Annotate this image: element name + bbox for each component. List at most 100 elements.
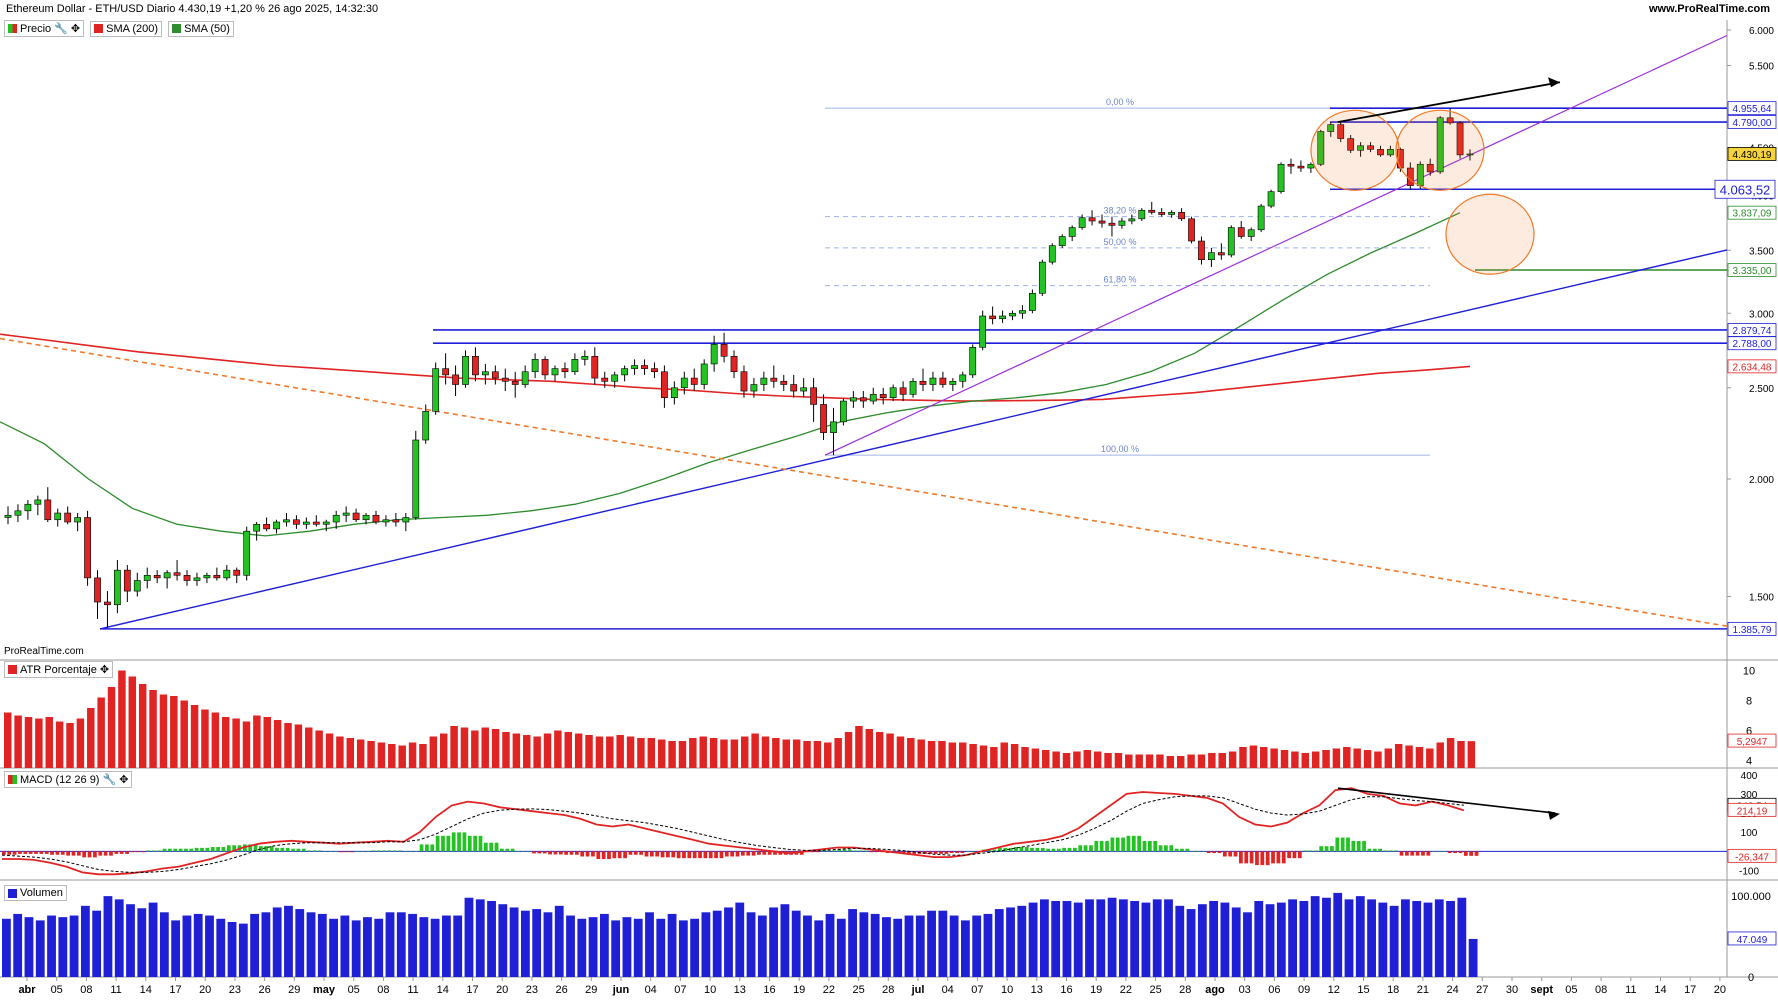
- macd-histogram-bar: [184, 848, 188, 852]
- fibonacci-label: 61,80 %: [1103, 275, 1136, 285]
- volume-bar: [1254, 900, 1264, 977]
- macd-histogram-bar: [1147, 840, 1152, 852]
- price-label-text: 4.790,00: [1733, 118, 1772, 129]
- price-tick-label: 1.500: [1749, 593, 1774, 604]
- candle-body: [253, 523, 261, 532]
- atr-bar: [1062, 753, 1071, 768]
- macd-histogram-bar: [1453, 851, 1457, 854]
- candle-body: [1237, 227, 1245, 237]
- atr-bar: [1093, 751, 1102, 768]
- candle-body: [342, 512, 350, 516]
- candle-body: [94, 577, 101, 603]
- candle-body: [114, 569, 121, 606]
- macd-histogram-bar: [34, 851, 38, 854]
- candle-body: [1217, 252, 1225, 256]
- volume-bar: [1288, 899, 1297, 977]
- candle-body: [591, 356, 599, 379]
- macd-histogram-bar: [425, 844, 429, 852]
- macd-histogram-bar: [821, 850, 826, 852]
- x-tick-label: 22: [823, 984, 835, 996]
- macd-histogram-bar: [1297, 851, 1302, 859]
- macd-histogram-bar: [724, 851, 729, 857]
- candle-body: [700, 363, 708, 385]
- move-icon[interactable]: ✥: [99, 664, 110, 676]
- atr-bar: [554, 730, 562, 768]
- candle-body: [730, 356, 738, 373]
- price-label-box: [1727, 115, 1777, 129]
- volume-bar: [103, 896, 113, 977]
- legend-sma50-label: SMA (50): [184, 22, 230, 35]
- legend-sma50[interactable]: SMA (50): [168, 20, 234, 37]
- atr-bar: [201, 709, 209, 768]
- macd-value-label: 214,19: [1737, 806, 1768, 817]
- volume-bar: [137, 908, 147, 977]
- atr-bar: [159, 694, 168, 768]
- wrench-icon[interactable]: 🔧: [54, 23, 68, 35]
- macd-histogram-bar: [28, 851, 33, 854]
- candle-body: [64, 512, 72, 523]
- macd-histogram-bar: [60, 851, 65, 855]
- atr-bar: [1270, 748, 1278, 768]
- volume-bar: [769, 907, 779, 977]
- macd-histogram-bar: [2, 851, 6, 855]
- candle-body: [511, 380, 519, 385]
- price-tick-label: 6.000: [1749, 26, 1774, 37]
- atr-bar: [273, 720, 282, 768]
- move-icon[interactable]: ✥: [119, 774, 129, 786]
- atr-bar: [481, 727, 489, 768]
- macd-histogram-bar: [216, 847, 220, 852]
- macd-histogram-bar: [355, 851, 360, 852]
- x-tick-label: 27: [1476, 984, 1488, 996]
- macd-histogram-bar: [655, 851, 660, 857]
- x-tick-label: 13: [734, 984, 746, 996]
- volume-bar: [1107, 897, 1117, 977]
- macd-histogram-bar: [1469, 851, 1474, 856]
- wrench-icon[interactable]: 🔧: [102, 774, 117, 786]
- volume-bar: [1434, 899, 1444, 977]
- macd-histogram-bar: [1313, 850, 1318, 852]
- macd-pane-label[interactable]: MACD (12 26 9) 🔧 ✥: [4, 771, 133, 788]
- atr-bar: [97, 697, 105, 768]
- volume-bar: [419, 917, 429, 977]
- volume-bar: [622, 917, 632, 977]
- atr-bar: [1446, 738, 1455, 768]
- legend-sma200[interactable]: SMA (200): [90, 20, 163, 37]
- macd-histogram-bar: [1089, 845, 1093, 852]
- atr-bar: [761, 736, 770, 768]
- blue-trendline: [99, 249, 1728, 630]
- atr-bar: [1374, 751, 1382, 768]
- volume-bar: [836, 918, 846, 977]
- candle-body: [1466, 153, 1474, 156]
- macd-histogram-bar: [1164, 845, 1168, 852]
- volume-bar: [464, 897, 474, 977]
- x-tick-label: 17: [466, 984, 478, 996]
- volume-bar: [599, 913, 609, 977]
- candle-body: [382, 519, 390, 523]
- macd-histogram-bar: [757, 851, 761, 855]
- candle-body: [1068, 227, 1076, 237]
- atr-pane-label[interactable]: ATR Porcentaje ✥: [4, 661, 114, 678]
- macd-histogram-bar: [339, 851, 344, 853]
- macd-label-box: [1727, 802, 1777, 817]
- macd-histogram-bar: [178, 848, 183, 852]
- volume-bar: [735, 902, 745, 977]
- candle-body: [909, 380, 917, 395]
- site-link[interactable]: www.ProRealTime.com: [1648, 3, 1770, 15]
- volume-pane-label[interactable]: Volumen: [4, 885, 67, 901]
- macd-histogram-bar: [146, 850, 151, 852]
- candle-body: [1198, 240, 1205, 261]
- atr-bar: [927, 741, 936, 768]
- macd-histogram-bar: [18, 851, 22, 854]
- macd-histogram-bar: [1431, 851, 1436, 852]
- legend-price[interactable]: Precio 🔧 ✥: [4, 20, 85, 37]
- x-tick-label: 26: [258, 984, 270, 996]
- macd-histogram-bar: [200, 847, 204, 852]
- move-icon[interactable]: ✥: [70, 23, 81, 35]
- price-label-box: [1727, 205, 1777, 220]
- macd-histogram-bar: [462, 832, 467, 852]
- macd-histogram-bar: [403, 851, 408, 852]
- atr-bar: [388, 744, 396, 768]
- candle-body: [104, 601, 111, 606]
- price-label-text: 2.879,74: [1733, 326, 1772, 337]
